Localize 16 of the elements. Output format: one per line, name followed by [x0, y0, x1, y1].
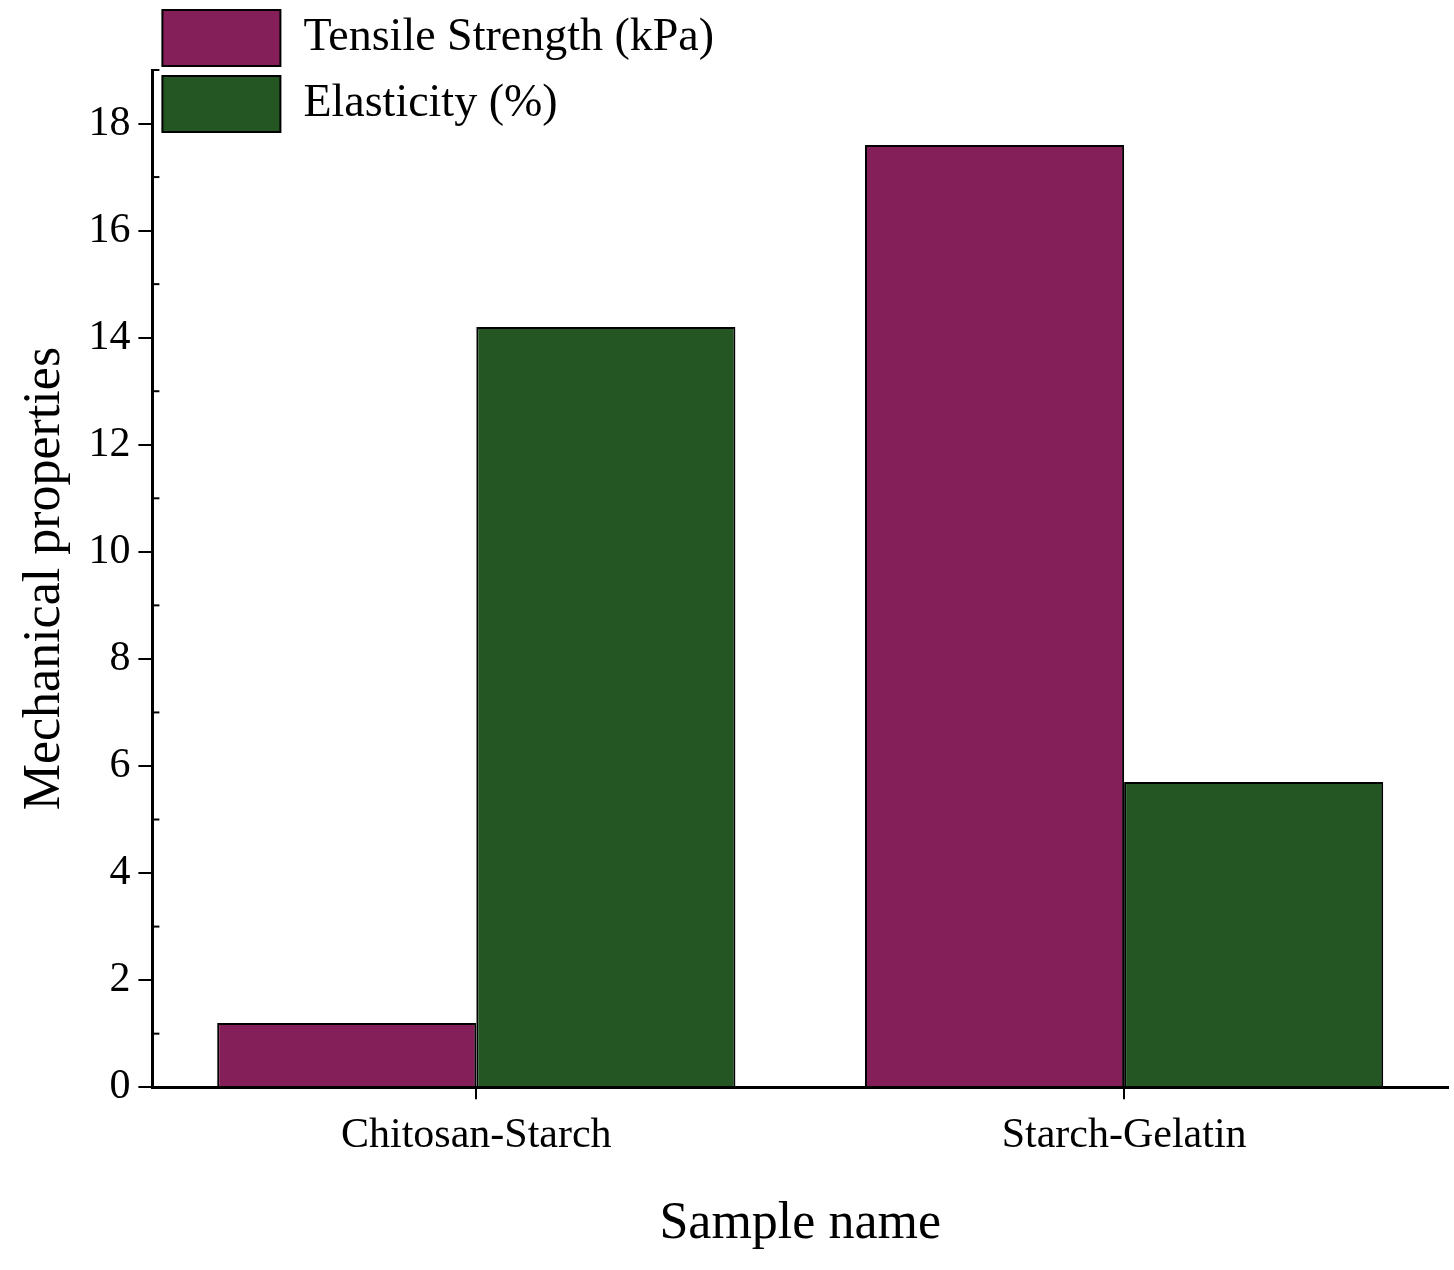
y-tick-label: 8 [109, 632, 131, 679]
x-tick-label: Chitosan-Starch [340, 1110, 612, 1157]
x-axis-title: Sample name [659, 1192, 941, 1250]
y-tick-label: 4 [109, 847, 131, 894]
y-tick-label: 18 [88, 97, 131, 144]
y-tick-label: 0 [109, 1061, 131, 1108]
legend-label: Elasticity (%) [303, 75, 558, 127]
y-tick-label: 6 [109, 740, 131, 787]
x-tick-label: Starch-Gelatin [1001, 1110, 1247, 1157]
y-tick-label: 10 [88, 525, 131, 572]
y-tick-label: 14 [88, 311, 131, 358]
y-tick-label: 2 [109, 954, 131, 1001]
legend-label: Tensile Strength (kPa) [303, 9, 715, 61]
y-tick-label: 12 [88, 418, 131, 465]
y-axis-title: Mechanical properties [12, 346, 70, 811]
y-tick-label: 16 [88, 204, 131, 251]
